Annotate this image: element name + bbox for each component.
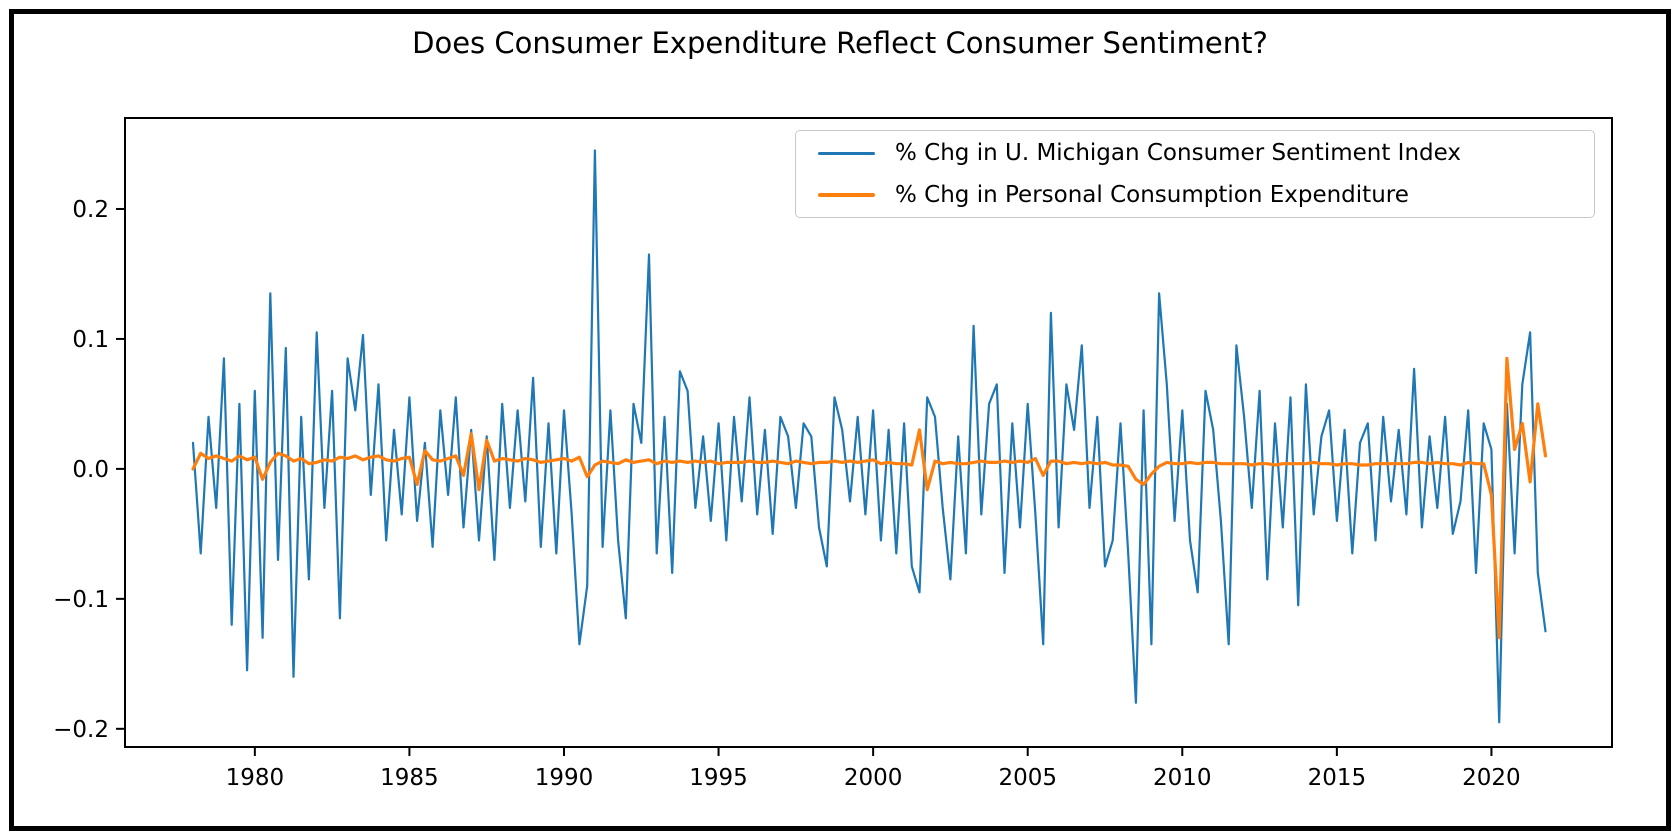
x-tick-label: 1985 <box>380 765 439 791</box>
sentiment-line-swatch <box>818 151 875 155</box>
legend-item-sentiment: % Chg in U. Michigan Consumer Sentiment … <box>796 132 1594 174</box>
y-tick-label: 0.2 <box>72 197 109 223</box>
x-tick-label: 1995 <box>689 765 748 791</box>
x-tick-label: 1990 <box>535 765 594 791</box>
legend-label-expenditure: % Chg in Personal Consumption Expenditur… <box>895 182 1409 208</box>
chart-title: Does Consumer Expenditure Reflect Consum… <box>412 26 1268 60</box>
x-tick-label: 2020 <box>1462 765 1521 791</box>
axes-frame <box>124 117 1613 748</box>
legend-label-sentiment: % Chg in U. Michigan Consumer Sentiment … <box>895 140 1461 166</box>
legend: % Chg in U. Michigan Consumer Sentiment … <box>795 130 1595 218</box>
expenditure-series-line <box>191 356 1548 640</box>
x-tick-label: 2010 <box>1153 765 1212 791</box>
y-tick-label: −0.1 <box>53 587 109 613</box>
x-tick-label: 1980 <box>226 765 285 791</box>
expenditure-line-swatch <box>818 193 875 197</box>
x-tick-label: 2005 <box>998 765 1057 791</box>
legend-item-expenditure: % Chg in Personal Consumption Expenditur… <box>796 174 1594 216</box>
y-tick-label: −0.2 <box>53 717 109 743</box>
y-tick-label: 0.1 <box>72 327 109 353</box>
x-tick-label: 2015 <box>1308 765 1367 791</box>
y-tick-label: 0.0 <box>72 457 109 483</box>
x-tick-label: 2000 <box>844 765 903 791</box>
sentiment-series-line <box>191 149 1547 724</box>
